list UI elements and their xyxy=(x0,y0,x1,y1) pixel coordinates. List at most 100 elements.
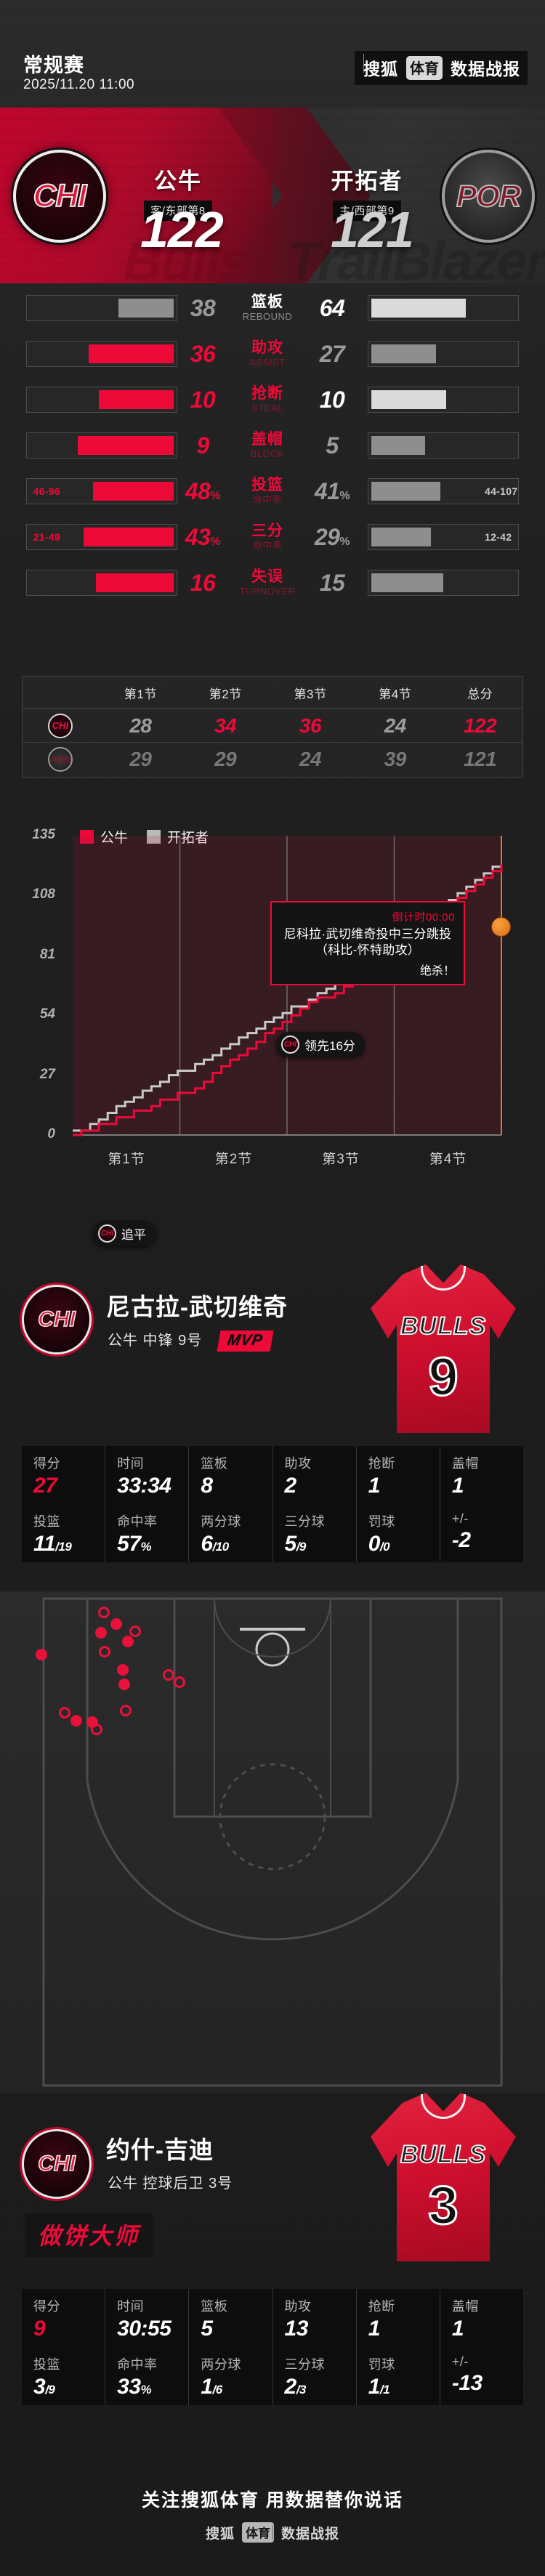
footer-brand: 搜狐 体育 数据战报 xyxy=(0,2522,545,2543)
page-header: 常规赛 2025/11.20 11:00 搜狐 体育 数据战报 xyxy=(0,0,545,109)
stat-bar-away: 12-42 xyxy=(368,524,519,550)
chart-y-tick: 0 xyxy=(47,1126,55,1142)
player-meta-text-1: 公牛 中锋 9号 xyxy=(108,1333,203,1349)
stat-compare-row: 46-96 48% 投篮 命中率 41% 44-107 xyxy=(0,474,545,509)
pill-label-lead: 领先16分 xyxy=(304,1039,355,1053)
brand-logo: 搜狐 体育 数据战报 xyxy=(355,51,528,85)
player-nickname-badge: 做饼大师 xyxy=(25,2213,153,2257)
quarter-score-cell: 28 xyxy=(129,714,152,737)
away-team-info: 开拓者 主/西部第9 xyxy=(305,163,429,221)
stat-bar-home: 46-96 xyxy=(26,478,177,504)
player-card-second: CHI 约什-吉迪 公牛 控球后卫 3号 做饼大师 BULLS 3 xyxy=(0,2093,545,2333)
player-card-mvp: CHI 尼古拉-武切维奇 公牛 中锋 9号 MVP BULLS 9 xyxy=(0,1192,545,1446)
chart-y-tick: 27 xyxy=(39,1066,55,1082)
jersey-team-text-1: BULLS xyxy=(400,1312,487,1341)
game-datetime: 2025/11.20 11:00 xyxy=(23,77,135,92)
player-stat-label: 时间 xyxy=(117,2299,145,2314)
player-stat-cell: 罚球 0/0 xyxy=(357,1504,440,1562)
stat-bar-home xyxy=(26,295,177,321)
chart-x-tick: 第2节 xyxy=(214,1152,253,1167)
chart-y-tick: 108 xyxy=(32,887,55,903)
player-stat-cell: 罚球 1/1 xyxy=(357,2347,440,2405)
stat-compare-row: 16 失误 TURNOVER 15 xyxy=(0,565,545,600)
quarter-score-cell: 36 xyxy=(299,714,322,737)
chart-legend: 公牛 开拓者 xyxy=(80,827,209,847)
player-stat-value: -2 xyxy=(451,1528,471,1552)
stat-bar-away xyxy=(368,341,519,367)
shot-missed-marker xyxy=(174,1676,185,1688)
quarter-header-cell: 第1节 xyxy=(124,687,157,701)
stat-value-home: 9 xyxy=(196,432,209,459)
stat-bar-home: 21-49 xyxy=(26,524,177,550)
player-stat-label: 时间 xyxy=(117,1456,145,1471)
stat-bar-away xyxy=(368,387,519,413)
chart-x-tick: 第4节 xyxy=(429,1152,467,1167)
chart-y-tick: 81 xyxy=(39,946,55,962)
player-stat-cell: 三分球 2/3 xyxy=(273,2347,357,2405)
player-stat-label: 命中率 xyxy=(117,1514,158,1529)
player-stat-value: 1/1 xyxy=(368,2375,390,2399)
stat-value-away: 15 xyxy=(319,569,345,596)
player-stat-label: +/- xyxy=(451,1511,469,1526)
stat-compare-row: 36 助攻 ASSIST 27 xyxy=(0,336,545,371)
stat-label: 失误 TURNOVER xyxy=(239,568,296,597)
stat-value-home: 16 xyxy=(190,569,216,596)
player-stat-row: 得分 27 时间 33:34 篮板 8 助攻 2 抢断 1 盖帽 1 xyxy=(22,1446,523,1504)
player-mvp-badge: MVP xyxy=(217,1331,273,1352)
player-stat-value: 27 xyxy=(33,1474,57,1498)
stat-value-home: 48% xyxy=(185,477,221,504)
player-stat-label: 得分 xyxy=(33,1456,60,1471)
stat-value-home: 43% xyxy=(185,523,221,550)
player-stat-value: 2 xyxy=(284,1474,297,1498)
stat-value-away: 64 xyxy=(319,294,345,321)
quarter-score-cell: 29 xyxy=(214,748,237,770)
chart-annotation-tooltip: 倒计时00:00 尼科拉·武切维奇投中三分跳投（科比-怀特助攻） 绝杀！ xyxy=(270,901,465,985)
court-diagram xyxy=(42,1597,503,2087)
home-team-name: 公牛 xyxy=(154,169,202,194)
stat-bar-home xyxy=(26,341,177,367)
pill-label-tie: 追平 xyxy=(121,1228,146,1242)
quarter-score-cell: 121 xyxy=(463,748,497,770)
player-stat-label: 命中率 xyxy=(117,2357,158,2372)
quarter-header-cell: 第4节 xyxy=(379,687,412,701)
chart-plot-area xyxy=(73,836,503,1136)
legend-label-away: 开拓者 xyxy=(167,827,209,847)
player-stat-label: 助攻 xyxy=(284,1456,312,1471)
stat-compare-row: 21-49 43% 三分 命中率 29% 12-42 xyxy=(0,520,545,554)
pill-team-logo-icon-2: CHI xyxy=(98,1224,116,1243)
quarter-header-cell: 总分 xyxy=(467,687,493,701)
player-name-1: 尼古拉-武切维奇 xyxy=(106,1293,288,1320)
shot-missed-marker xyxy=(129,1626,141,1637)
player-stat-cell: +/- -13 xyxy=(440,2347,523,2405)
player-stat-cell: 时间 30:55 xyxy=(105,2289,190,2347)
player-stat-label: 投篮 xyxy=(33,1514,60,1529)
player-stat-value: 3/9 xyxy=(33,2375,55,2399)
player-stat-label: 得分 xyxy=(33,2299,60,2314)
legend-label-home: 公牛 xyxy=(100,827,128,847)
player-stat-value: 5/9 xyxy=(284,1532,307,1556)
player-stat-row: 投篮 3/9 命中率 33% 两分球 1/6 三分球 2/3 罚球 1/1 +/- -13 xyxy=(22,2347,523,2405)
stat-label: 盖帽 BLOCK xyxy=(250,431,285,460)
shot-made-marker xyxy=(110,1618,122,1630)
player-stat-label: 两分球 xyxy=(201,2357,241,2372)
shot-missed-marker xyxy=(98,1607,110,1618)
home-team-score: 122 xyxy=(140,201,224,258)
shot-missed-marker xyxy=(99,1646,110,1658)
player-stat-cell: 得分 27 xyxy=(22,1446,106,1504)
player-stat-value: 13 xyxy=(284,2317,309,2341)
shot-missed-marker xyxy=(59,1707,70,1719)
page-title: 常规赛 xyxy=(23,54,84,76)
footer-brand-chip: 体育 xyxy=(242,2522,274,2543)
player-meta-1: 公牛 中锋 9号 MVP xyxy=(108,1328,273,1352)
quarter-score-cell: 34 xyxy=(214,714,237,737)
chart-annotation-lead: CHI 领先16分 xyxy=(276,1032,365,1057)
player-stat-value: 2/3 xyxy=(284,2375,307,2399)
stat-label: 三分 命中率 xyxy=(251,522,283,552)
quarter-header-row: 第1节 第2节 第3节 第4节 总分 xyxy=(23,677,522,709)
away-team-abbr: POR xyxy=(456,178,522,214)
player-stat-cell: 盖帽 1 xyxy=(440,1446,523,1504)
pill-team-logo-icon: CHI xyxy=(281,1035,299,1054)
player-stat-value: 1 xyxy=(368,1474,381,1498)
player-stat-cell: 命中率 33% xyxy=(105,2347,190,2405)
stat-compare-row: 9 盖帽 BLOCK 5 xyxy=(0,428,545,463)
